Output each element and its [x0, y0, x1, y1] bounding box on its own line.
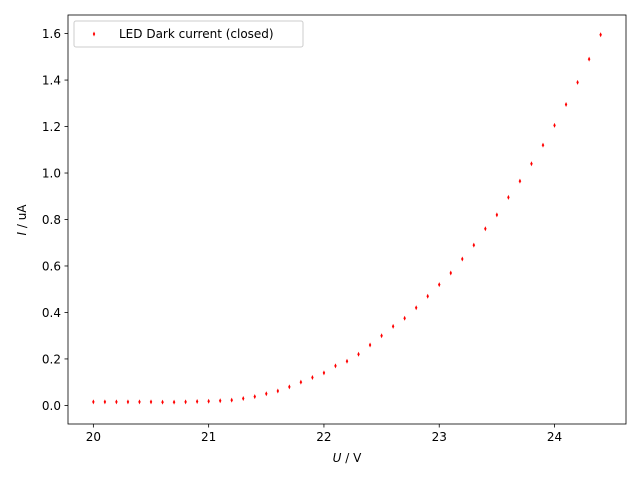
y-tick-label: 1.6 — [42, 27, 61, 41]
data-point — [472, 242, 476, 248]
data-point — [426, 293, 429, 299]
data-point — [461, 256, 464, 262]
data-point — [299, 379, 303, 385]
data-point — [161, 399, 164, 405]
data-point — [530, 161, 533, 167]
data-point — [414, 305, 418, 311]
legend: LED Dark current (closed) — [73, 20, 304, 48]
data-point — [541, 142, 545, 148]
y-tick-label: 1.4 — [42, 74, 61, 88]
y-axis-label: I / uA — [15, 204, 29, 236]
x-tick-label: 23 — [432, 430, 447, 444]
data-point — [518, 178, 522, 184]
data-point — [576, 79, 579, 85]
data-point — [276, 388, 280, 394]
x-axis-label: U / V — [333, 451, 362, 465]
plot-area — [67, 14, 627, 425]
data-point — [242, 395, 245, 401]
x-tick-label: 20 — [86, 430, 101, 444]
data-point — [380, 333, 383, 339]
data-point — [253, 394, 256, 400]
data-point — [391, 323, 395, 329]
legend-label: LED Dark current (closed) — [119, 27, 274, 41]
data-point — [403, 315, 406, 321]
data-point — [357, 351, 360, 357]
data-point — [507, 194, 510, 200]
data-point — [449, 270, 452, 276]
data-point — [564, 101, 568, 107]
data-point — [184, 399, 187, 405]
data-point — [368, 342, 372, 348]
y-tick-label: 0.0 — [42, 399, 61, 413]
legend-marker — [92, 31, 96, 37]
data-point — [345, 358, 349, 364]
x-tick-label: 21 — [201, 430, 216, 444]
data-point — [218, 398, 222, 404]
data-point — [587, 56, 591, 62]
y-tick-label: 0.8 — [42, 213, 61, 227]
data-point — [92, 399, 95, 405]
y-tick-label: 1.0 — [42, 167, 61, 181]
data-point — [484, 226, 487, 232]
data-markers — [92, 32, 602, 405]
axes-frame — [67, 14, 627, 425]
y-tick-label: 0.6 — [42, 259, 61, 273]
data-point — [334, 363, 337, 369]
legend-box — [73, 20, 304, 48]
data-point — [207, 398, 210, 404]
data-point — [115, 399, 118, 405]
data-point — [311, 375, 314, 381]
data-point — [288, 384, 291, 390]
data-point — [599, 32, 602, 38]
data-point — [149, 399, 153, 405]
x-tick-label: 22 — [316, 430, 331, 444]
data-point — [322, 370, 326, 376]
data-point — [230, 397, 233, 403]
data-point — [195, 398, 199, 404]
y-axis-ticks: 0.0 0.2 0.4 0.6 0.8 1.0 1.2 1.4 1.6 — [42, 27, 68, 413]
x-axis-ticks: 20 21 22 23 24 — [86, 424, 562, 444]
data-point — [138, 399, 141, 405]
y-tick-label: 0.2 — [42, 352, 61, 366]
data-point — [438, 282, 441, 288]
x-tick-label: 24 — [547, 430, 562, 444]
y-tick-label: 1.2 — [42, 120, 61, 134]
y-tick-label: 0.4 — [42, 306, 61, 320]
data-point — [553, 122, 556, 128]
data-point — [495, 212, 499, 218]
data-point — [172, 399, 176, 405]
data-point — [265, 391, 268, 397]
data-point — [103, 399, 107, 405]
data-point — [126, 399, 130, 405]
